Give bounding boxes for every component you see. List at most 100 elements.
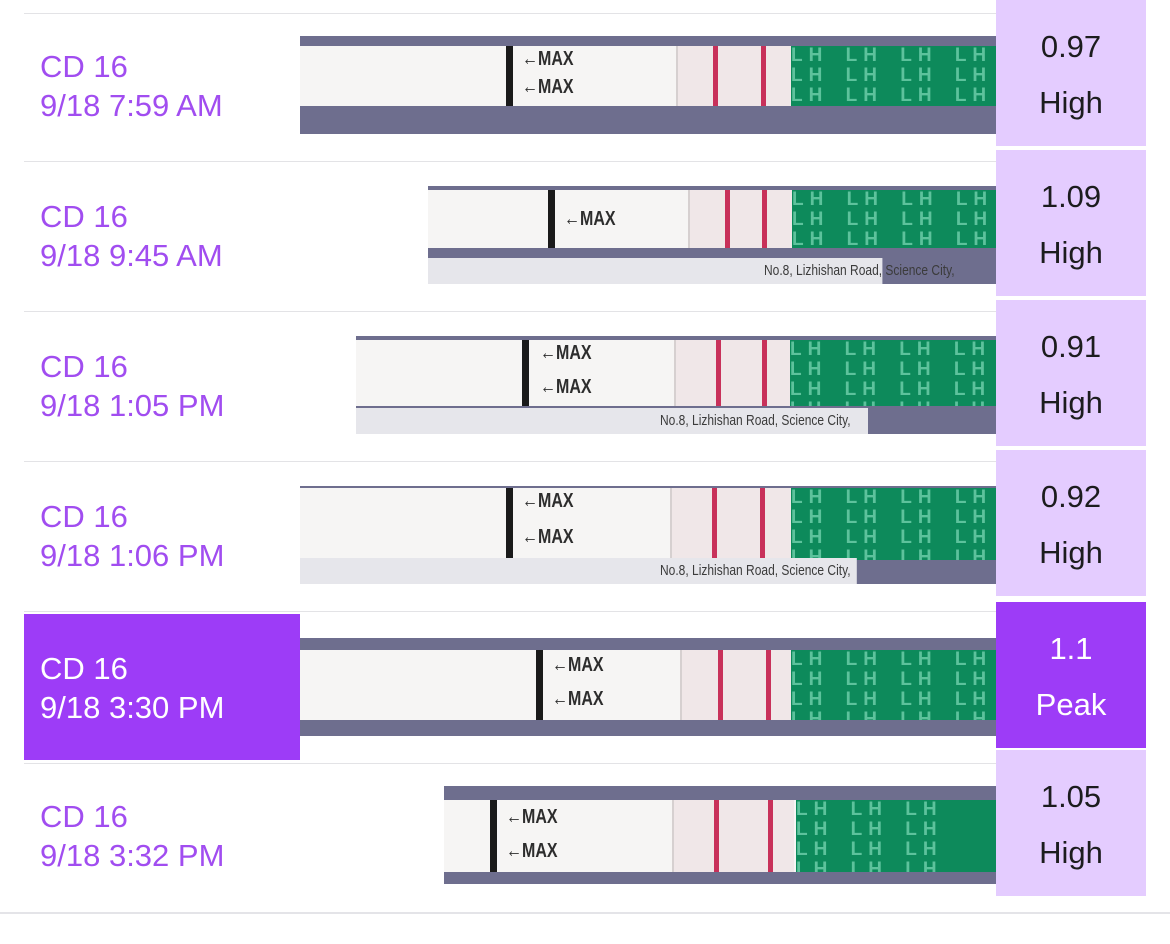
test-entry-row[interactable]: CD 16 9/18 9:45 AM ←MAX LH LH LH LH LH L… [24,150,1146,312]
lh-level-label: Peak [1035,687,1107,722]
entry-label[interactable]: CD 16 9/18 3:32 PM [24,762,300,908]
max-line [506,46,513,106]
lh-text: LH LH LH LH LH LH LH LH LH LH LH LH LH L… [791,488,993,560]
test-line [718,650,723,720]
lh-result-cell[interactable]: 0.97 High [996,0,1146,146]
lh-label-area: LH LH LH LH LH LH LH LH LH LH LH LH LH L… [791,488,996,560]
max-mark: ←MAX [552,654,604,676]
lh-result-cell[interactable]: 0.91 High [996,300,1146,446]
test-entry-row[interactable]: CD 16 9/18 1:05 PM ←MAX ←MAX LH LH LH LH… [24,300,1146,462]
max-line [506,488,513,560]
max-line [522,340,529,406]
test-strip-photo[interactable]: ←MAX ←MAX LH LH LH LH LH LH LH LH LH LH … [444,786,996,884]
test-entry-row[interactable]: CD 16 9/18 7:59 AM ←MAX ←MAX LH LH LH LH… [24,0,1146,162]
test-line [712,488,717,560]
test-datetime-label: 9/18 3:32 PM [40,838,225,873]
lh-text: LH LH LH LH LH LH LH LH LH LH LH LH LH L… [796,800,943,872]
lh-level-label: High [1039,235,1103,270]
test-datetime-label: 9/18 1:06 PM [40,538,225,573]
lh-result-cell[interactable]: 1.1 Peak [996,602,1146,748]
test-strip: ←MAX ←MAX LH LH LH LH LH LH LH LH LH LH … [300,46,996,106]
test-line [716,340,721,406]
lh-label-area: LH LH LH LH LH LH LH LH LH LH LH LH LH L… [791,650,996,720]
test-strip: ←MAX ←MAX LH LH LH LH LH LH LH LH LH LH … [356,340,996,406]
lh-text: LH LH LH LH LH LH LH LH LH LH LH LH LH L… [791,650,993,720]
lh-ratio-value: 1.05 [1040,779,1102,814]
strip-caption: No.8, Lizhishan Road, Science City, [300,558,857,584]
entry-label[interactable]: CD 16 9/18 7:59 AM [24,12,300,158]
lh-level-label: High [1039,535,1103,570]
result-window [672,800,794,872]
entry-label[interactable]: CD 16 9/18 1:05 PM [24,312,300,458]
cycle-day-label: CD 16 [40,199,128,234]
control-line [766,650,771,720]
lh-label-area: LH LH LH LH LH LH LH LH LH LH LH LH LH L… [790,340,996,406]
cycle-day-label: CD 16 [40,499,128,534]
entry-label[interactable]: CD 16 9/18 3:30 PM [24,614,300,760]
lh-text: LH LH LH LH LH LH LH LH LH LH LH LH LH L… [790,340,992,406]
control-line [760,488,765,560]
row-separator [24,763,996,764]
test-entry-row-selected[interactable]: CD 16 9/18 3:30 PM ←MAX ←MAX LH LH LH LH… [24,602,1146,764]
lh-level-label: High [1039,835,1103,870]
max-mark: ←MAX [564,208,616,230]
test-strip: ←MAX ←MAX LH LH LH LH LH LH LH LH LH LH … [300,650,996,720]
entry-label[interactable]: CD 16 9/18 1:06 PM [24,462,300,608]
lh-label-area: LH LH LH LH LH LH LH LH LH LH LH LH LH L… [792,190,996,248]
test-strip: ←MAX ←MAX LH LH LH LH LH LH LH LH LH LH … [444,800,996,872]
test-strip-photo[interactable]: ←MAX ←MAX LH LH LH LH LH LH LH LH LH LH … [356,336,996,434]
max-mark: ←MAX [540,376,592,398]
max-mark: ←MAX [522,76,574,98]
row-separator [24,611,996,612]
control-line [762,190,767,248]
max-line [490,800,497,872]
lh-text: LH LH LH LH LH LH LH LH LH LH LH LH LH L… [791,46,993,106]
test-strip: ←MAX LH LH LH LH LH LH LH LH LH LH LH LH… [428,190,996,248]
control-line [762,340,767,406]
control-line [761,46,766,106]
test-strip-photo[interactable]: ←MAX ←MAX LH LH LH LH LH LH LH LH LH LH … [300,486,996,584]
test-entry-row[interactable]: CD 16 9/18 3:32 PM ←MAX ←MAX LH LH LH LH… [24,750,1146,912]
list-bottom-separator [0,912,1170,914]
test-datetime-label: 9/18 3:30 PM [40,690,225,725]
max-mark: ←MAX [540,342,592,364]
lh-ratio-value: 0.92 [1040,479,1102,514]
lh-result-cell[interactable]: 1.05 High [996,750,1146,896]
lh-label-area: LH LH LH LH LH LH LH LH LH LH LH LH LH L… [791,46,996,106]
max-mark: ←MAX [552,688,604,710]
row-separator [24,461,996,462]
lh-result-cell[interactable]: 1.09 High [996,150,1146,296]
max-mark: ←MAX [522,490,574,512]
result-window [670,488,792,560]
max-mark: ←MAX [506,806,558,828]
row-separator [24,161,996,162]
max-line [548,190,555,248]
max-mark: ←MAX [522,526,574,548]
max-mark: ←MAX [522,48,574,70]
result-window [676,46,798,106]
entry-label[interactable]: CD 16 9/18 9:45 AM [24,162,300,308]
lh-ratio-value: 0.91 [1040,329,1102,364]
test-strip-photo[interactable]: ←MAX LH LH LH LH LH LH LH LH LH LH LH LH… [428,186,996,284]
test-line [714,800,719,872]
cycle-day-label: CD 16 [40,349,128,384]
test-datetime-label: 9/18 7:59 AM [40,88,223,123]
result-window [674,340,791,406]
cycle-day-label: CD 16 [40,49,128,84]
lh-ratio-value: 1.1 [1049,631,1093,666]
result-window [688,190,795,248]
result-window [680,650,792,720]
lh-ratio-value: 1.09 [1040,179,1102,214]
lh-result-cell[interactable]: 0.92 High [996,450,1146,596]
lh-level-label: High [1039,85,1103,120]
row-separator [24,311,996,312]
test-strip-photo[interactable]: ←MAX ←MAX LH LH LH LH LH LH LH LH LH LH … [300,638,996,736]
lh-text: LH LH LH LH LH LH LH LH LH LH LH LH LH L… [792,190,994,248]
control-line [768,800,773,872]
lh-level-label: High [1039,385,1103,420]
test-strip-photo[interactable]: ←MAX ←MAX LH LH LH LH LH LH LH LH LH LH … [300,36,996,134]
max-line [536,650,543,720]
lh-ratio-value: 0.97 [1040,29,1102,64]
cycle-day-label: CD 16 [40,799,128,834]
test-entry-row[interactable]: CD 16 9/18 1:06 PM ←MAX ←MAX LH LH LH LH… [24,450,1146,612]
